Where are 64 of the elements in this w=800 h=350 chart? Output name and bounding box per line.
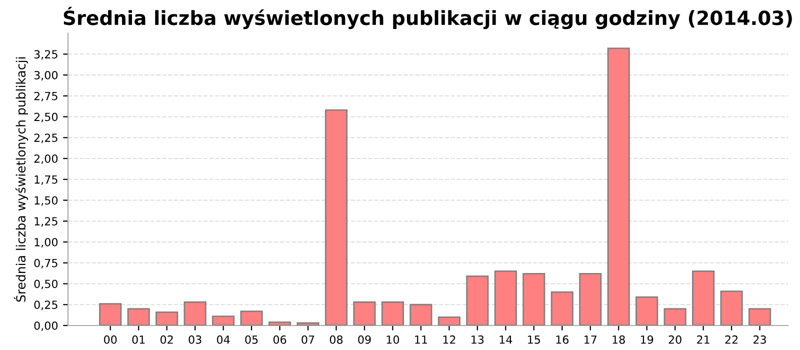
bar: [156, 311, 178, 326]
bar: [184, 301, 206, 326]
bar: [240, 310, 263, 326]
x-tick-label: 01: [132, 335, 145, 344]
y-tick-label: 0,50: [34, 280, 58, 290]
bar: [579, 273, 602, 326]
x-tick-label: 21: [697, 335, 710, 344]
y-axis-title: Średnia liczba wyświetlonych publikacji: [14, 57, 28, 302]
bar: [664, 308, 686, 326]
x-tick-label: 11: [415, 336, 427, 344]
bar: [607, 48, 630, 326]
y-tick-label: 1,50: [34, 196, 58, 206]
y-tick-label: 0,25: [34, 300, 58, 310]
bar: [353, 301, 376, 326]
x-tick-label: 05: [245, 335, 258, 344]
x-tick-label: 10: [386, 335, 400, 344]
y-tick-label: 2,50: [34, 112, 58, 122]
x-tick-label: 16: [556, 335, 568, 344]
y-tick-label: 1,00: [34, 238, 58, 248]
x-tick-label: 00: [104, 335, 117, 344]
bar: [410, 304, 432, 326]
bar: [466, 276, 489, 326]
y-tick-label: 0,75: [34, 258, 58, 268]
y-tick-label: 3,00: [34, 70, 58, 81]
x-tick-label: 08: [330, 335, 343, 344]
x-tick-label: 15: [528, 336, 540, 344]
bar: [720, 290, 743, 326]
x-tick-label: 17: [584, 336, 596, 344]
bar: [550, 291, 574, 326]
x-tick-label: 06: [273, 335, 286, 344]
bar: [99, 303, 122, 326]
y-tick-label: 1,75: [34, 175, 58, 185]
bar: [296, 322, 320, 326]
bar: [212, 316, 235, 326]
y-tick-label: 3,25: [34, 50, 58, 60]
x-tick-label: 02: [160, 335, 173, 344]
bar: [324, 109, 348, 326]
x-tick-label: 09: [358, 335, 371, 344]
x-tick-label: 03: [188, 335, 202, 344]
x-tick-label: 18: [612, 335, 625, 344]
x-tick-label: 13: [472, 335, 484, 344]
chart-title: Średnia liczba wyświetlonych publikacji w ciągu godziny (2014.03): [64, 6, 792, 30]
x-tick-label: 23: [754, 335, 766, 344]
y-tick-label: 2,00: [34, 154, 58, 164]
y-tick-label: 1,25: [34, 217, 58, 227]
y-tick-label: 2,25: [34, 134, 58, 144]
x-tick-label: 07: [302, 335, 314, 344]
bar: [127, 308, 150, 326]
x-tick-label: 22: [725, 335, 738, 344]
bar: [268, 321, 292, 326]
y-tick-label: 0,00: [34, 321, 58, 332]
x-tick-label: 04: [216, 335, 230, 344]
bar: [692, 270, 715, 326]
x-tick-label: 14: [500, 336, 512, 344]
bar: [522, 273, 546, 326]
bar: [636, 296, 658, 326]
x-tick-label: 19: [640, 335, 654, 344]
bar: [494, 270, 517, 326]
x-tick-label: 12: [443, 335, 456, 344]
bar: [381, 301, 404, 326]
y-tick-label: 2,75: [34, 92, 58, 102]
bar: [438, 316, 460, 326]
bar: [748, 308, 772, 326]
x-tick-label: 20: [668, 335, 682, 344]
